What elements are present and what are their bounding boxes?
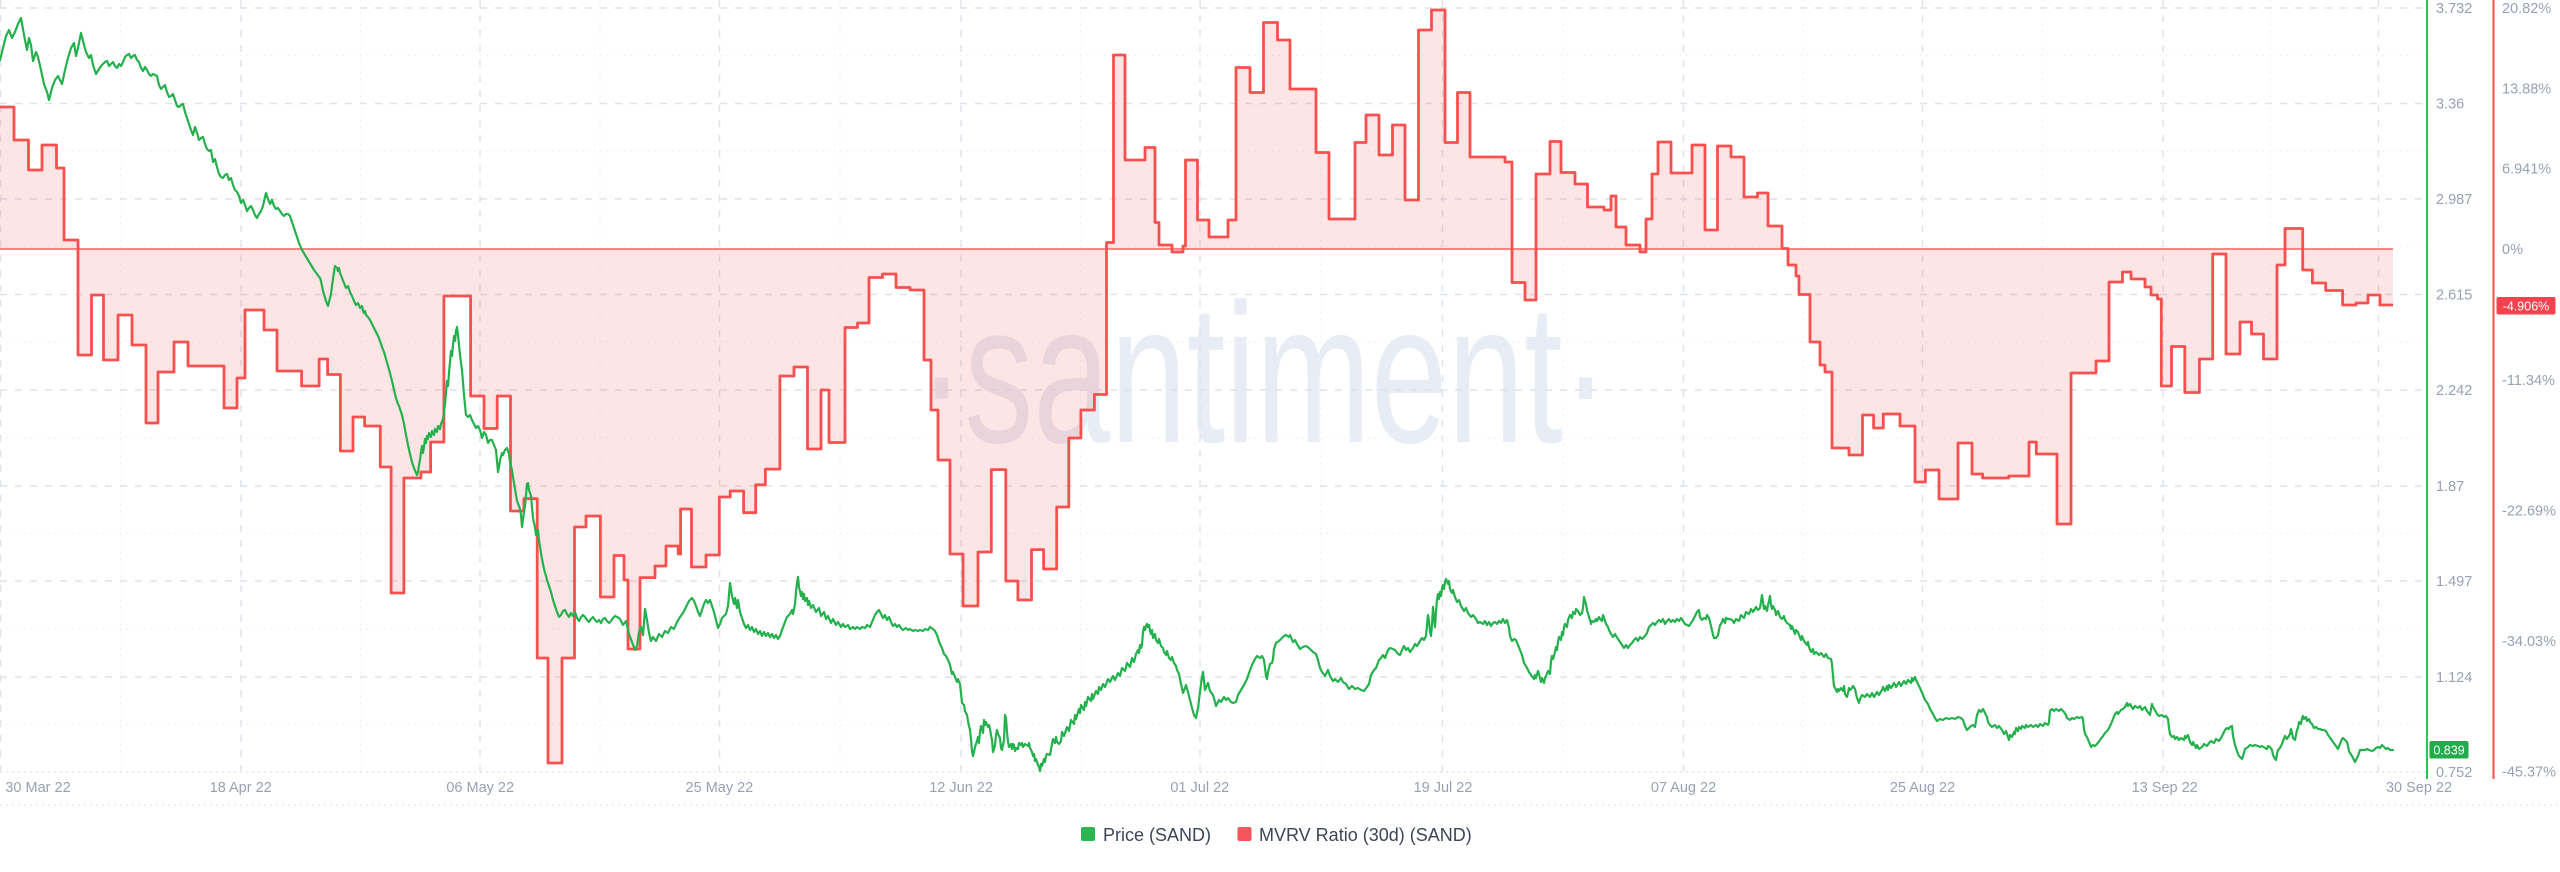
svg-text:07 Aug 22: 07 Aug 22 xyxy=(1651,780,1716,796)
svg-text:25 Aug 22: 25 Aug 22 xyxy=(1890,780,1955,796)
svg-text:6.941%: 6.941% xyxy=(2502,162,2551,178)
svg-text:13 Sep 22: 13 Sep 22 xyxy=(2132,780,2198,796)
svg-text:01 Jul 22: 01 Jul 22 xyxy=(1170,780,1229,796)
svg-text:30 Mar 22: 30 Mar 22 xyxy=(5,780,70,796)
svg-text:20.82%: 20.82% xyxy=(2502,1,2551,17)
svg-text:06 May 22: 06 May 22 xyxy=(446,780,514,796)
svg-text:·santiment·: ·santiment· xyxy=(918,263,1608,485)
svg-text:1.497: 1.497 xyxy=(2436,574,2472,590)
svg-text:2.242: 2.242 xyxy=(2436,383,2472,399)
svg-text:-22.69%: -22.69% xyxy=(2502,504,2556,520)
svg-text:-4.906%: -4.906% xyxy=(2503,300,2550,314)
svg-text:13.88%: 13.88% xyxy=(2502,82,2551,98)
svg-text:-34.03%: -34.03% xyxy=(2502,634,2556,650)
svg-text:-45.37%: -45.37% xyxy=(2502,765,2556,781)
svg-text:2.987: 2.987 xyxy=(2436,192,2472,208)
svg-text:1.87: 1.87 xyxy=(2436,479,2464,495)
svg-text:0%: 0% xyxy=(2502,242,2523,258)
svg-text:1.124: 1.124 xyxy=(2436,670,2472,686)
svg-text:3.732: 3.732 xyxy=(2436,1,2472,17)
svg-text:0.839: 0.839 xyxy=(2433,744,2464,758)
svg-text:19 Jul 22: 19 Jul 22 xyxy=(1414,780,1473,796)
svg-text:30 Sep 22: 30 Sep 22 xyxy=(2386,780,2452,796)
svg-text:18 Apr 22: 18 Apr 22 xyxy=(210,780,272,796)
svg-text:Price (SAND): Price (SAND) xyxy=(1103,825,1211,845)
svg-text:3.36: 3.36 xyxy=(2436,97,2464,113)
svg-text:12 Jun 22: 12 Jun 22 xyxy=(929,780,993,796)
svg-text:-11.34%: -11.34% xyxy=(2502,373,2555,389)
svg-text:2.615: 2.615 xyxy=(2436,288,2472,304)
svg-text:MVRV Ratio (30d) (SAND): MVRV Ratio (30d) (SAND) xyxy=(1259,825,1472,845)
svg-text:0.752: 0.752 xyxy=(2436,765,2472,781)
svg-text:25 May 22: 25 May 22 xyxy=(686,780,754,796)
